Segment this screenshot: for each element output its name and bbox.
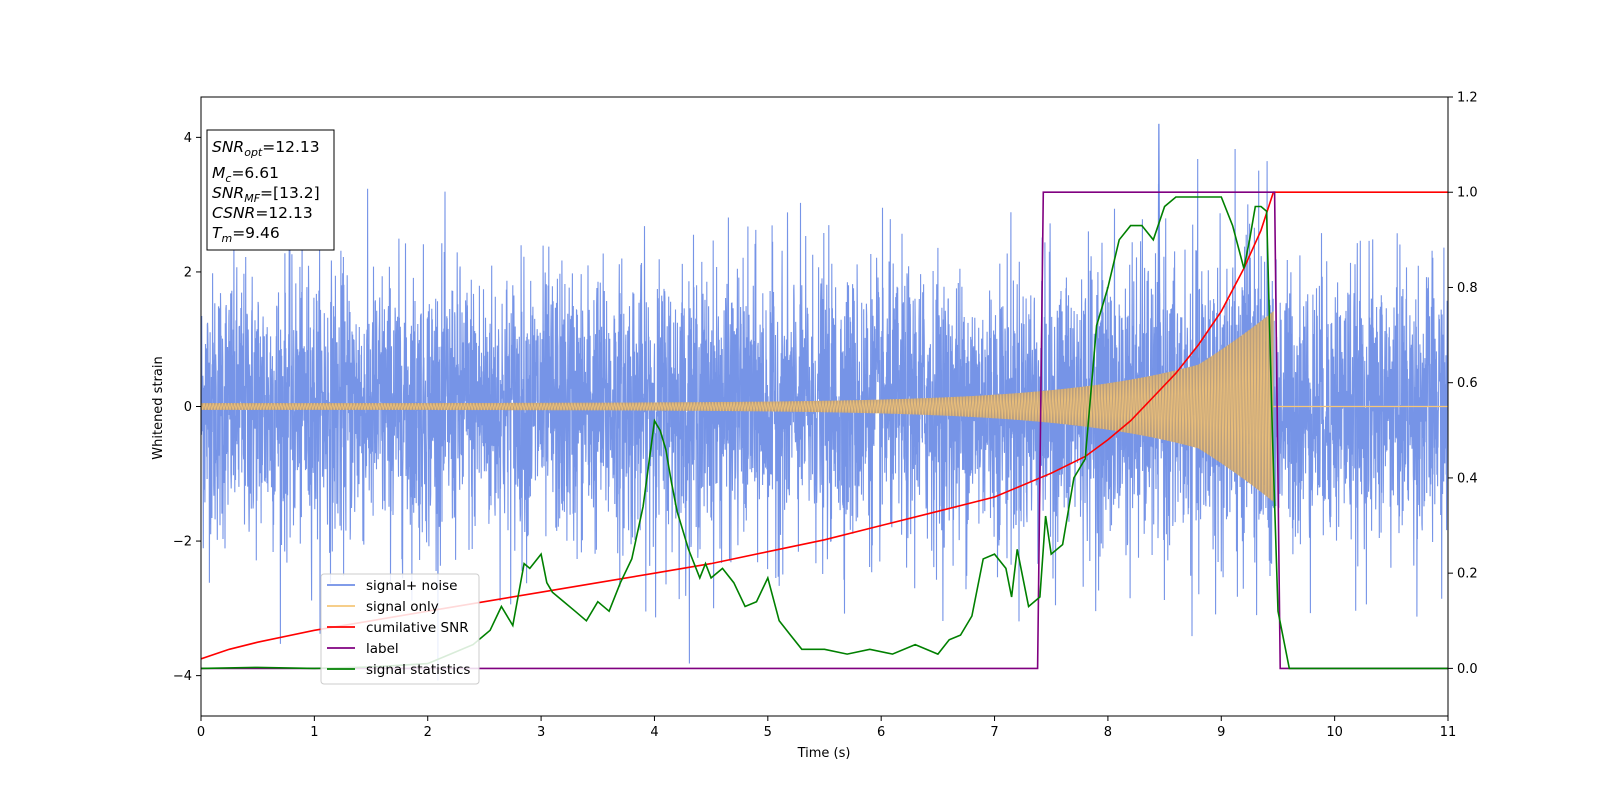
legend-entry: signal only [366,599,439,615]
series-signal-statistics [201,196,1448,670]
annotation-line: CSNR=12.13 [212,204,313,222]
legend-entry: signal statistics [366,662,470,678]
y-tick-label: 0 [184,400,192,415]
x-tick-label: 2 [424,725,432,740]
y2-tick-label: 1.0 [1457,186,1478,201]
series-signal-only [201,311,1274,501]
y2-tick-label: 1.2 [1457,91,1478,106]
legend-entry: signal+ noise [366,578,457,594]
y2-tick-label: 0.2 [1457,567,1478,582]
y2-tick-label: 0.8 [1457,281,1478,296]
series-signal-noise-peak [1157,123,1161,407]
series-signal-only-envelope [201,311,1274,502]
legend-entry: label [366,641,399,657]
x-axis: 0 1 2 3 4 5 6 7 8 9 10 11 [197,716,1456,740]
legend-frame [320,573,480,685]
x-axis-label: Time (s) [797,746,851,761]
x-tick-label: 8 [1104,725,1112,740]
annotation-line: Tm=9.46 [212,224,280,245]
series-layer [201,123,1448,681]
x-tick-label: 9 [1217,725,1225,740]
x-tick-label: 7 [990,725,998,740]
y-tick-label: −4 [173,669,192,684]
y-axis-left: 4 2 0 −2 −4 [173,131,201,684]
x-tick-label: 1 [310,725,318,740]
legend-entry: cumilative SNR [366,620,469,636]
legend: signal+ noise signal only cumilative SNR la… [320,573,480,685]
x-tick-label: 6 [877,725,885,740]
y-axis-label: Whitened strain [151,356,166,459]
x-tick-label: 5 [764,725,772,740]
x-tick-label: 0 [197,725,205,740]
x-tick-label: 11 [1440,725,1457,740]
y-axis-right: 1.2 1.0 0.8 0.6 0.4 0.2 0.0 [1448,91,1478,677]
y-tick-label: −2 [173,535,192,550]
y2-tick-label: 0.0 [1457,662,1478,677]
x-tick-label: 3 [537,725,545,740]
y-tick-label: 4 [184,131,192,146]
y-tick-label: 2 [184,265,192,280]
x-tick-label: 4 [650,725,658,740]
y2-tick-label: 0.6 [1457,376,1478,391]
annotation-frame [206,129,335,251]
y2-tick-label: 0.4 [1457,471,1478,486]
annotation-box: SNRopt=12.13 Mc=6.61SNRMF=[13.2]CSNR=12.1… [206,129,335,251]
x-tick-label: 10 [1326,725,1343,740]
annotation-line: SNRopt=12.13 [212,138,320,159]
annotation-line: Mc=6.61 [212,164,279,185]
annotation-line: SNRMF=[13.2] [212,184,320,205]
